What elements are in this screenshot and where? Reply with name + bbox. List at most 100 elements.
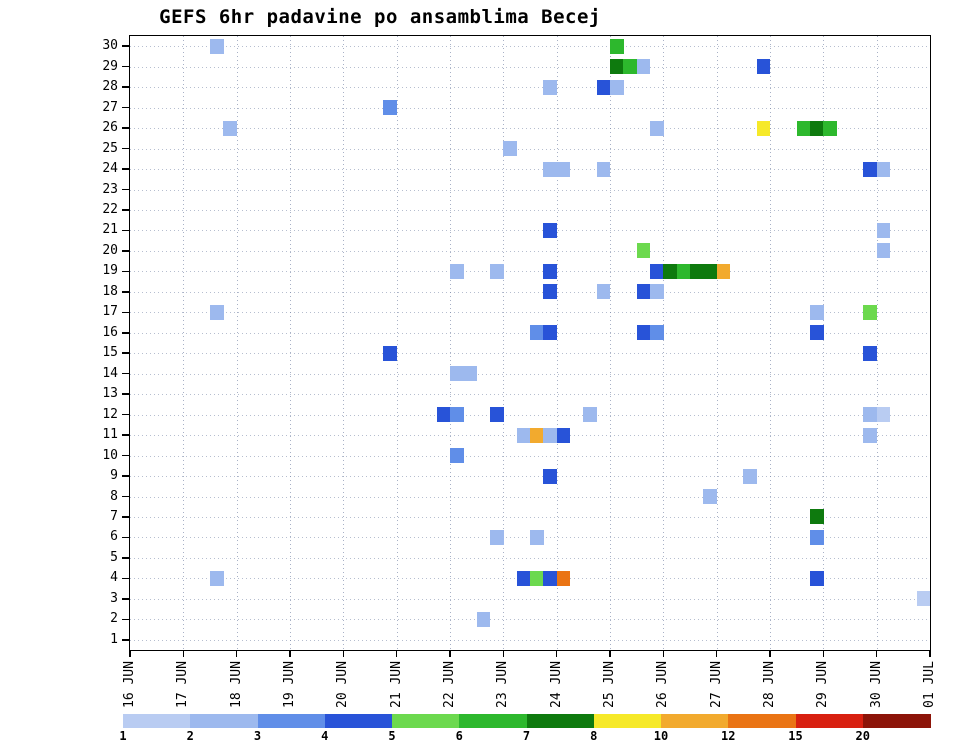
x-tick-label: 20 JUN (335, 661, 351, 708)
heatmap-cell (650, 120, 664, 136)
y-axis-tick (122, 454, 130, 457)
heatmap-cell (210, 38, 224, 54)
y-tick-label: 22 (102, 201, 118, 217)
x-axis-tick (395, 650, 398, 657)
y-tick-label: 18 (102, 283, 118, 299)
colorbar-label: 6 (455, 729, 463, 742)
y-axis-tick (122, 495, 130, 498)
x-axis-tick (342, 650, 345, 657)
y-axis-tick (122, 393, 130, 395)
heatmap-cell (823, 120, 838, 136)
grid-hline (130, 373, 930, 375)
grid-vline (343, 36, 345, 650)
colorbar-label: 10 (653, 729, 669, 742)
heatmap-cell (530, 427, 544, 443)
x-axis-tick (502, 650, 505, 657)
x-axis-tick (929, 650, 931, 657)
y-tick-label: 23 (102, 181, 118, 197)
grid-vline (716, 36, 718, 650)
heatmap-cell (916, 591, 931, 607)
x-tick-label: 27 JUN (708, 661, 724, 708)
heatmap-cell (756, 120, 771, 136)
heatmap-cell (810, 570, 824, 586)
y-axis-tick (122, 229, 130, 232)
y-axis-tick (122, 65, 130, 68)
colorbar-label: 15 (788, 729, 803, 742)
heatmap-cell (556, 427, 571, 443)
colorbar-label: 12 (721, 729, 736, 742)
colorbar-label: 3 (253, 729, 262, 742)
x-tick-label: 29 JUN (815, 661, 831, 708)
x-axis-tick (235, 650, 238, 657)
colorbar-segment (661, 714, 729, 728)
x-tick-label: 28 JUN (762, 661, 777, 708)
x-tick-label: 21 JUN (388, 661, 404, 708)
colorbar-label: 5 (388, 729, 396, 742)
colorbar-segment (795, 714, 864, 728)
grid-hline (130, 169, 930, 171)
y-axis-tick (122, 536, 130, 539)
heatmap-cell (610, 59, 624, 75)
heatmap-cell (490, 407, 504, 423)
heatmap-cell (223, 120, 238, 136)
heatmap-cell (876, 407, 891, 423)
y-axis-tick (122, 86, 130, 88)
grid-hline (130, 619, 930, 621)
y-tick-label: 30 (102, 38, 118, 54)
grid-vline (396, 36, 398, 650)
y-tick-label: 15 (102, 345, 118, 361)
grid-hline (130, 557, 930, 559)
grid-vline (876, 36, 878, 650)
x-tick-label: 01 JUL (922, 661, 937, 708)
y-tick-label: 19 (102, 263, 118, 279)
y-axis-tick (122, 147, 130, 150)
heatmap-cell (476, 611, 491, 627)
grid-hline (130, 353, 930, 355)
heatmap-cell (650, 263, 664, 279)
x-axis-tick (555, 650, 558, 657)
colorbar-segment (392, 714, 460, 728)
heatmap-cell (810, 325, 824, 341)
y-tick-label: 7 (110, 508, 118, 524)
grid-hline (130, 639, 930, 641)
y-tick-label: 6 (110, 529, 118, 545)
heatmap-cell (556, 161, 571, 177)
heatmap-cell (876, 222, 891, 238)
y-tick-label: 5 (110, 549, 118, 565)
heatmap-cell (743, 468, 758, 484)
x-tick-label: 16 JUN (122, 661, 137, 708)
heatmap-cell (863, 427, 878, 443)
grid-hline (130, 107, 930, 109)
y-axis-tick (122, 45, 130, 47)
heatmap-cell (863, 345, 878, 361)
y-axis-tick (122, 127, 130, 129)
heatmap-cell (543, 79, 558, 95)
grid-hline (130, 46, 930, 48)
y-tick-label: 17 (102, 304, 118, 320)
y-tick-label: 24 (102, 161, 118, 177)
heatmap-cell (610, 79, 624, 95)
heatmap-cell (383, 345, 398, 361)
y-axis-tick (122, 618, 130, 621)
heatmap-cell (596, 161, 611, 177)
heatmap-cell (543, 222, 558, 238)
heatmap-cell (876, 161, 891, 177)
x-tick-label: 25 JUN (602, 661, 617, 708)
x-tick-label: 22 JUN (442, 661, 457, 708)
y-tick-label: 28 (102, 79, 118, 95)
grid-hline (130, 230, 930, 232)
grid-vline (236, 36, 238, 650)
heatmap-cell (463, 366, 478, 382)
x-axis-tick (289, 650, 291, 657)
heatmap-cell (543, 468, 558, 484)
y-axis-tick (122, 209, 130, 211)
heatmap-cell (716, 263, 731, 279)
y-axis-tick (122, 106, 130, 109)
heatmap-cell (530, 570, 544, 586)
colorbar-segment (190, 714, 258, 728)
y-axis-tick (122, 372, 130, 375)
heatmap-cell (610, 38, 624, 54)
grid-hline (130, 455, 930, 457)
heatmap-cell (516, 570, 531, 586)
